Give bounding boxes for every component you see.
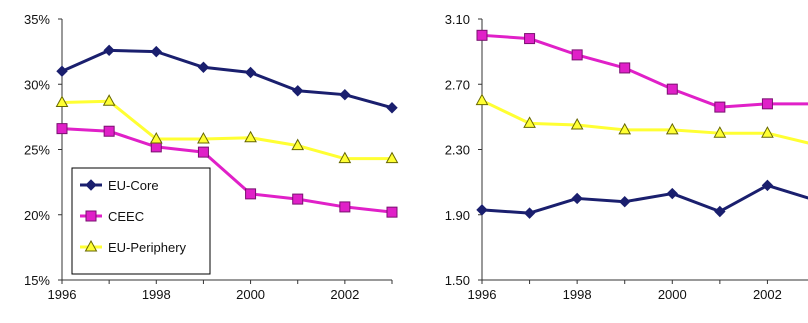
data-point-ceec [103, 125, 115, 137]
x-tick-label: 2002 [753, 287, 782, 302]
y-tick-label: 1.50 [445, 273, 470, 288]
x-tick-label: 2000 [236, 287, 265, 302]
data-point-eu-periphery [665, 122, 679, 135]
data-point-eu-core [714, 205, 726, 218]
data-point-eu-periphery [149, 132, 163, 144]
y-tick-label: 35% [24, 12, 50, 27]
data-point-eu-core [619, 195, 631, 208]
data-point-ceec [761, 98, 773, 110]
data-point-eu-core [197, 61, 210, 73]
data-point-ceec [666, 83, 678, 95]
legend-marker [85, 210, 97, 222]
data-point-eu-core [523, 207, 536, 219]
data-point-eu-core [244, 66, 257, 79]
data-point-eu-core [103, 44, 115, 57]
series-line-ceec [481, 33, 808, 109]
data-point-eu-core [571, 192, 583, 205]
data-point-eu-periphery [523, 116, 536, 128]
x-tick-label: 1996 [468, 287, 497, 302]
data-point-eu-periphery [244, 130, 257, 143]
data-point-ceec [524, 33, 536, 45]
data-point-ceec [714, 101, 726, 113]
data-point-ceec [245, 188, 257, 200]
series-line-eu-core [61, 48, 393, 110]
data-point-eu-periphery [761, 126, 774, 138]
y-tick-label: 15% [24, 273, 50, 288]
x-tick-label: 1998 [563, 287, 592, 302]
y-tick-label: 30% [24, 77, 50, 92]
legend: EU-Core CEEC EU-Periphery [71, 167, 211, 275]
legend-label: EU-Periphery [108, 240, 187, 255]
data-point-ceec [619, 62, 631, 74]
data-point-ceec [292, 193, 304, 205]
data-point-eu-periphery [55, 95, 69, 108]
data-point-ceec [339, 201, 351, 213]
data-point-eu-periphery [713, 126, 727, 138]
data-point-eu-core [56, 65, 68, 77]
data-point-ceec [476, 29, 488, 41]
legend-label: EU-Core [108, 178, 159, 193]
x-tick-label: 2002 [330, 287, 359, 302]
data-point-eu-periphery [197, 132, 210, 144]
y-tick-label: 2.30 [445, 143, 470, 158]
chart-2: 1.50 1.90 2.30 2.70 3.10 1996 1998 2000 2002 [445, 12, 808, 302]
series-line-eu-core [481, 183, 808, 215]
y-tick-label: 2.70 [445, 77, 470, 92]
y-tick-label: 3.10 [445, 12, 470, 27]
x-tick-label: 2000 [658, 287, 687, 302]
data-point-eu-periphery [570, 117, 584, 130]
data-point-eu-core [761, 179, 774, 192]
data-point-eu-periphery [291, 138, 305, 151]
data-point-eu-periphery [475, 93, 489, 106]
data-point-ceec [571, 49, 583, 61]
data-point-eu-core [339, 88, 351, 101]
chart-1: 15% 20% 25% 30% 35% 1996 1998 2000 2002 EU-Core CE… [24, 12, 399, 302]
legend-marker [85, 179, 97, 191]
data-point-eu-periphery [618, 122, 632, 135]
data-point-eu-periphery [385, 151, 399, 164]
data-point-ceec [386, 206, 398, 218]
y-tick-label: 1.90 [445, 208, 470, 223]
data-point-eu-core [150, 45, 162, 58]
data-point-eu-periphery [102, 94, 116, 106]
x-tick-label: 1996 [48, 287, 77, 302]
legend-marker [84, 239, 98, 252]
data-point-eu-core [666, 187, 678, 200]
data-point-eu-core [292, 85, 304, 97]
data-point-eu-periphery [338, 151, 352, 164]
data-point-ceec [56, 123, 68, 135]
data-point-eu-core [476, 204, 488, 216]
x-tick-label: 1998 [142, 287, 171, 302]
series-line-eu-periphery [481, 99, 808, 145]
series-line-eu-periphery [61, 99, 392, 161]
y-tick-label: 25% [24, 143, 50, 158]
y-tick-label: 20% [24, 208, 50, 223]
data-point-eu-core [386, 102, 398, 114]
data-point-ceec [197, 146, 209, 158]
legend-label: CEEC [108, 209, 144, 224]
series-line-ceec [61, 127, 393, 214]
